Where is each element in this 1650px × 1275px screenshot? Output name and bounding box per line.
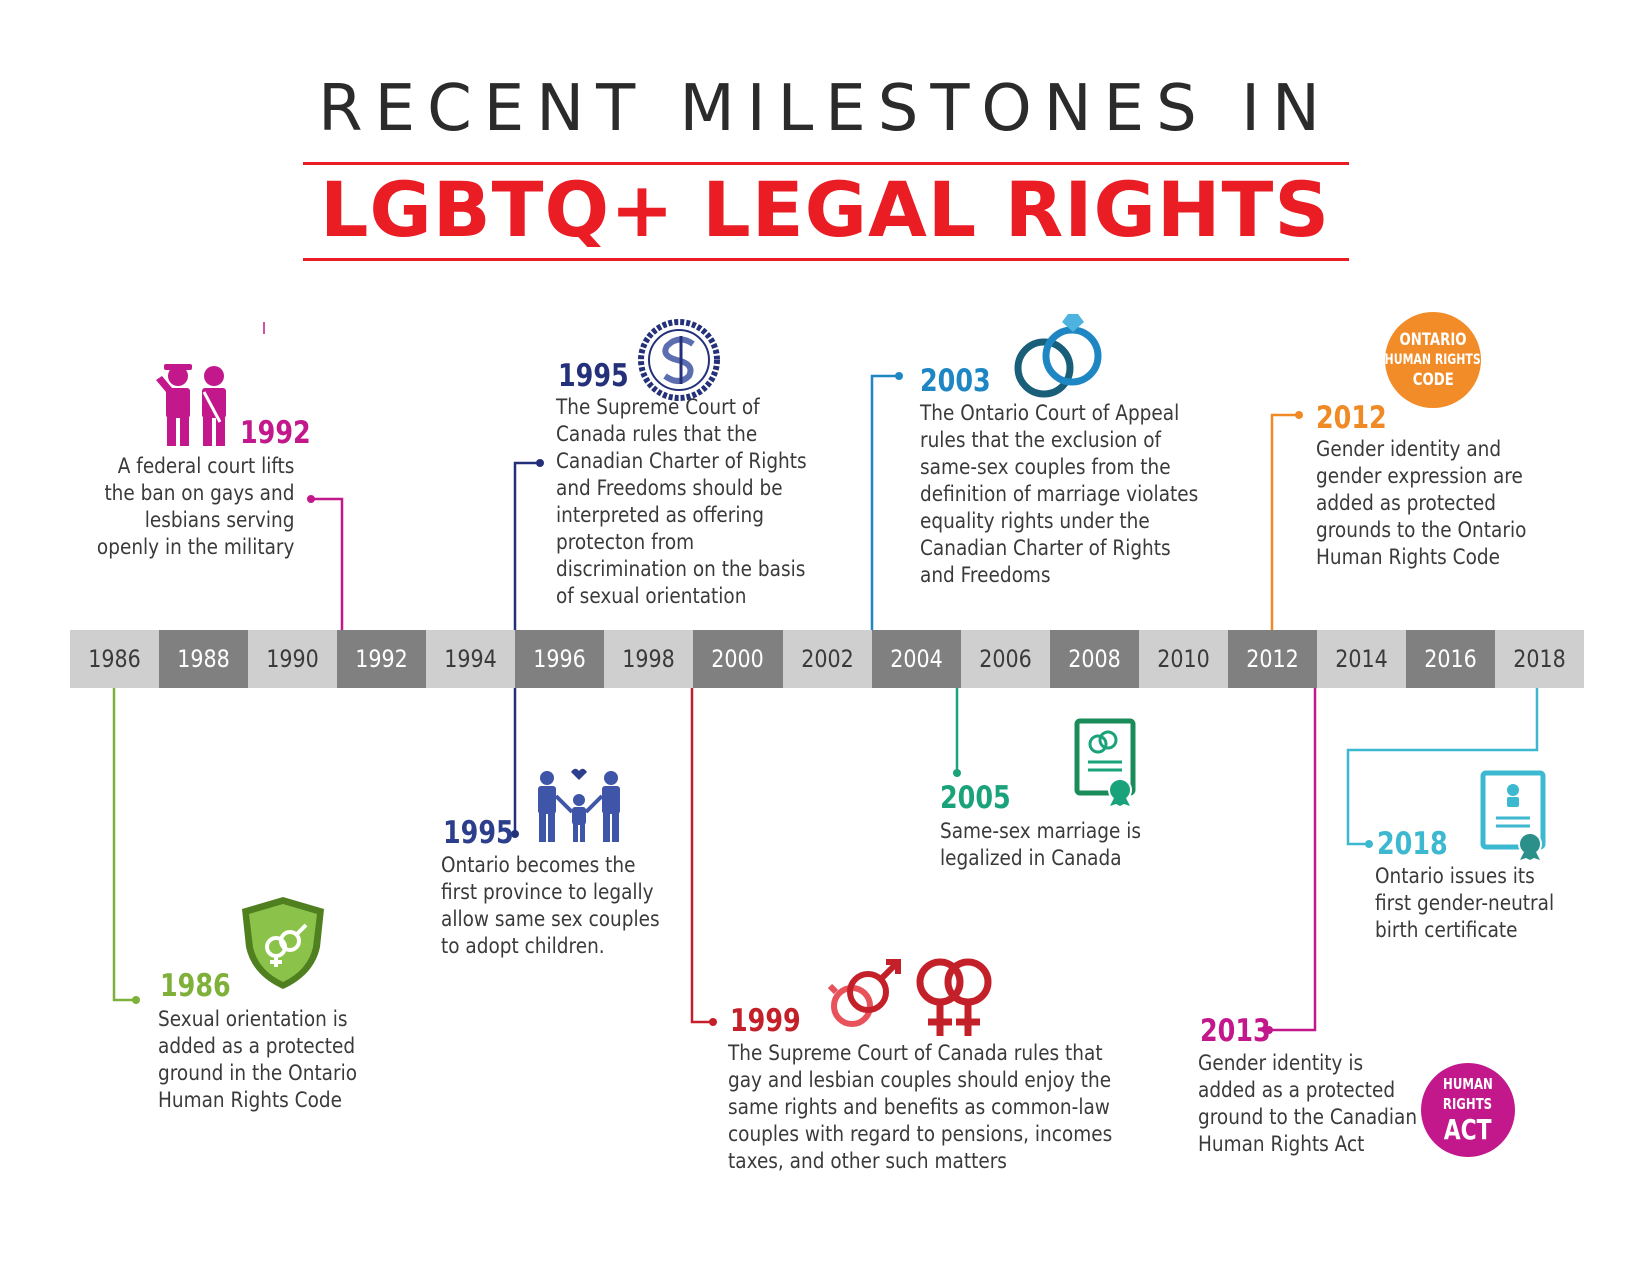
milestone-2005-text: Same-sex marriage is legalized in Canada xyxy=(940,819,1141,870)
timeline-year-1990: 1990 xyxy=(248,630,338,688)
milestone-1999-year: 1999 xyxy=(730,1003,801,1039)
timeline-year-2000: 2000 xyxy=(693,630,783,688)
supreme-court-seal-icon xyxy=(638,319,720,401)
timeline-year-2008: 2008 xyxy=(1049,630,1139,688)
milestone-1999-text: The Supreme Court of Canada rules that g… xyxy=(728,1041,1113,1173)
timeline-year-1992: 1992 xyxy=(337,630,427,688)
timeline-year-1994: 1994 xyxy=(426,630,516,688)
timeline-bar: 1986 1988 1990 1992 1994 1996 1998 2000 … xyxy=(70,630,1585,688)
milestone-1986-text: Sexual orientation is added as a protect… xyxy=(158,1007,358,1112)
timeline-year-1988: 1988 xyxy=(159,630,249,688)
milestone-1986-year: 1986 xyxy=(160,968,231,1004)
milestone-1995-adoption-text: Ontario becomes the first province to le… xyxy=(441,853,660,958)
timeline-year-2018: 2018 xyxy=(1495,630,1585,688)
title-line-1: RECENT MILESTONES IN xyxy=(318,72,1332,146)
timeline-year-2004: 2004 xyxy=(871,630,961,688)
soldiers-icon xyxy=(156,364,226,446)
timeline-year-1998: 1998 xyxy=(604,630,694,688)
gender-shield-icon xyxy=(242,897,324,989)
timeline-year-1996: 1996 xyxy=(515,630,605,688)
milestone-2003-year: 2003 xyxy=(920,363,991,399)
milestone-1995-adoption-year: 1995 xyxy=(443,815,514,851)
timeline-year-2012: 2012 xyxy=(1227,630,1317,688)
milestone-1995-court-year: 1995 xyxy=(558,358,629,394)
milestone-2003-text: The Ontario Court of Appeal rules that t… xyxy=(920,401,1199,587)
title-rule-top xyxy=(303,162,1349,165)
timeline-year-1986: 1986 xyxy=(70,630,160,688)
milestone-1992-text: A federal court lifts the ban on gays an… xyxy=(96,454,294,559)
marriage-certificate-icon xyxy=(1074,718,1136,806)
gender-symbols-icon xyxy=(828,958,992,1036)
milestone-1992-year: 1992 xyxy=(240,415,311,451)
timeline-year-2014: 2014 xyxy=(1316,630,1406,688)
rings-icon xyxy=(1014,314,1102,398)
timeline-year-2010: 2010 xyxy=(1138,630,1228,688)
ontario-badge-icon: ONTARIO HUMAN RIGHTS CODE xyxy=(1385,312,1481,408)
title-rule-bottom xyxy=(303,258,1349,261)
human-rights-act-badge-icon: HUMAN RIGHTS ACT xyxy=(1421,1063,1515,1157)
title-line-2: LGBTQ+ LEGAL RIGHTS xyxy=(319,165,1331,254)
timeline-year-2006: 2006 xyxy=(960,630,1050,688)
milestone-2012-year: 2012 xyxy=(1316,400,1387,436)
milestone-1995-court-text: The Supreme Court of Canada rules that t… xyxy=(556,395,807,608)
family-icon xyxy=(538,768,620,842)
milestone-2018-text: Ontario issues its first gender-neutral … xyxy=(1375,864,1555,942)
milestone-2018-year: 2018 xyxy=(1377,826,1448,862)
timeline-year-2016: 2016 xyxy=(1405,630,1495,688)
birth-certificate-icon xyxy=(1480,770,1546,860)
timeline-year-2002: 2002 xyxy=(782,630,872,688)
milestone-2012-text: Gender identity and gender expression ar… xyxy=(1316,437,1527,569)
milestone-2013-year: 2013 xyxy=(1200,1013,1271,1049)
milestone-2005-year: 2005 xyxy=(940,780,1011,816)
milestone-2013-text: Gender identity is added as a protected … xyxy=(1198,1051,1418,1156)
